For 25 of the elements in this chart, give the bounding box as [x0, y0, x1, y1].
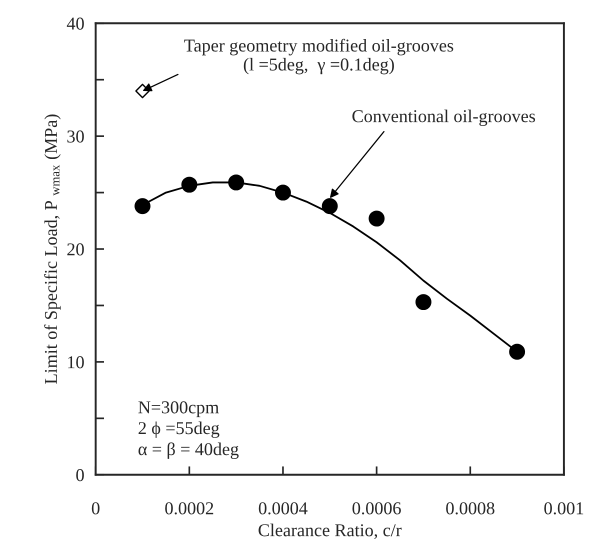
point — [135, 84, 150, 98]
point — [274, 184, 291, 201]
x-axis-title: Clearance Ratio, c/r — [258, 524, 402, 539]
point — [415, 294, 432, 310]
x-tick-label: 0.0006 — [352, 502, 401, 514]
point — [368, 210, 385, 227]
annotation: Taper geometry modified oil-grooves (l =5deg, γ =0.1deg) — [184, 38, 454, 74]
point — [228, 174, 244, 190]
point — [322, 198, 338, 214]
point — [134, 198, 150, 214]
y-tick-label: 20 — [67, 243, 84, 256]
x-tick-label: 0.0002 — [165, 502, 214, 514]
point — [509, 344, 526, 360]
annotation: Conventional oil-grooves — [352, 110, 536, 126]
x-tick-label: 0.0004 — [258, 502, 308, 514]
annotation: N=300cpm 2 ϕ =55deg α = β = 40deg — [138, 401, 239, 459]
x-tick-label: 0 — [92, 502, 100, 514]
y-axis-title: Limit of Specific Load, P $_{wmax}$ (MPa) — [44, 114, 61, 384]
x-tick-label: 0.001 — [544, 502, 584, 514]
y-tick-label: 10 — [68, 356, 84, 368]
x-tick-label: 0.0008 — [446, 502, 494, 514]
y-tick-label: 0 — [76, 469, 84, 482]
y-tick-label: 30 — [67, 130, 84, 143]
point — [181, 176, 198, 193]
y-tick-label: 40 — [66, 18, 84, 30]
